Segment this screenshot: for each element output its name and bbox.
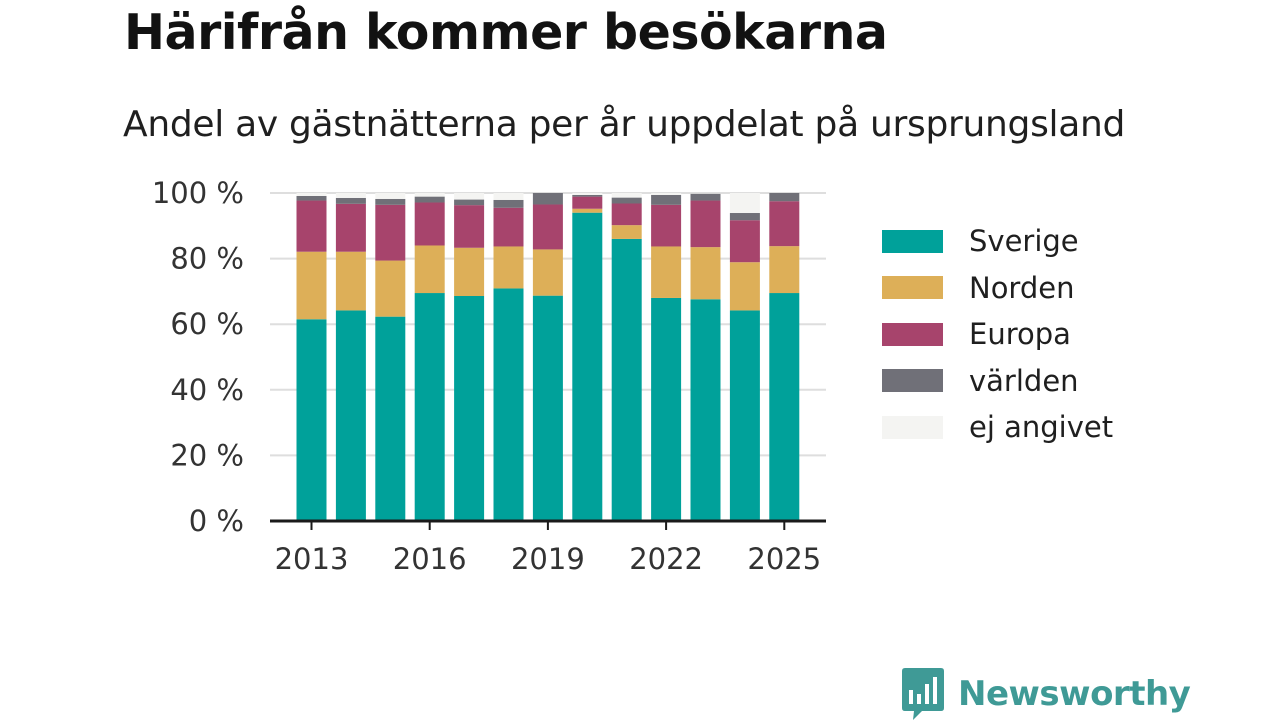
bar-segment [493,207,524,247]
bar-segment [375,260,406,317]
x-tick-label: 2013 [275,542,349,576]
x-tick-label: 2019 [511,542,585,576]
bar-segment [769,246,800,294]
legend-item: världen [882,358,1113,405]
bar-segment [729,193,760,214]
bar-segment [690,193,721,194]
legend-label: Norden [969,270,1075,305]
legend-item: Europa [882,311,1113,358]
legend-item: ej angivet [882,404,1113,451]
x-tick-label: 2016 [393,542,467,576]
y-tick-label: 20 % [170,438,244,472]
bar-segment [769,293,800,521]
bar-segment [690,247,721,300]
bar-segment [296,193,327,196]
bar-segment [572,196,603,209]
bar-segment [414,193,445,197]
bar-segment [611,193,642,198]
bar-segment [532,295,563,521]
bar-segment [375,204,406,261]
legend-label: världen [969,363,1079,398]
bar-segment [611,197,642,204]
bar-segment [651,246,682,298]
legend-swatch [882,322,943,346]
bar-segment [729,310,760,521]
bar-segment [454,199,485,206]
bar-segment [335,310,366,521]
bar-segment [729,213,760,221]
bar-segment [572,194,603,197]
bar-segment [296,200,327,252]
bar-segment [532,204,563,250]
legend-swatch [882,369,943,393]
bar-segment [769,201,800,247]
bar-segment [414,245,445,294]
bar-segment [335,251,366,311]
y-tick-label: 100 % [152,176,244,210]
bar-segment [375,316,406,521]
bar-segment [414,293,445,521]
x-tick-label: 2025 [747,542,821,576]
y-tick-label: 60 % [170,307,244,341]
bar-segment [335,193,366,198]
bar-segment [611,238,642,522]
y-tick-label: 0 % [189,504,244,538]
bar-segment [296,319,327,521]
bar-segment [493,193,524,200]
bar-segment [690,193,721,201]
legend-swatch [882,276,943,300]
legend-swatch [882,229,943,253]
chart-title: Härifrån kommer besökarna [124,4,888,61]
brand-logo: Newsworthy [902,668,1191,720]
axes: 0 % 20 % 40 % 60 % 80 % 100 % 2013 2016 2019 2022… [152,176,826,576]
bar-segment [414,196,445,203]
chart-legend: Sverige Norden Europa världen ej angivet [882,218,1113,451]
bar-segment [729,220,760,263]
bar-segment [493,246,524,289]
bar-segment [296,195,327,201]
bar-segment [454,295,485,521]
bar-segment [729,262,760,311]
bar-segment [375,198,406,205]
legend-label: Europa [969,317,1071,352]
bar-segment [651,193,682,195]
bar-segment [375,193,406,199]
bar-segment [414,202,445,246]
bar-segment [572,193,603,195]
bar-segment [335,203,366,252]
bar-segment [651,204,682,247]
bar-segment [493,199,524,208]
bar-segment [651,297,682,521]
bar-segment [690,200,721,248]
bar-segment [611,225,642,239]
bar-segment [296,251,327,320]
bar-segment [454,193,485,200]
chart-subtitle: Andel av gästnätterna per år uppdelat på… [123,104,1126,145]
bar-chart-speech-bubble-icon [902,668,944,720]
bar-segment [572,212,603,521]
x-tick-label: 2022 [629,542,703,576]
bar-segment [532,193,563,205]
bars [296,193,800,522]
bar-segment [690,299,721,521]
legend-label: Sverige [969,224,1079,259]
bar-segment [651,194,682,205]
bar-segment [493,288,524,521]
bar-segment [611,203,642,226]
legend-item: Norden [882,265,1113,312]
bar-segment [532,249,563,296]
y-tick-label: 40 % [170,373,244,407]
bar-segment [572,208,603,213]
bar-segment [454,247,485,296]
legend-swatch [882,415,943,439]
legend-item: Sverige [882,218,1113,265]
bar-segment [769,193,800,202]
bar-segment [454,205,485,248]
legend-label: ej angivet [969,410,1114,445]
bar-segment [335,197,366,204]
y-tick-label: 80 % [170,242,244,276]
brand-name: Newsworthy [958,674,1191,714]
